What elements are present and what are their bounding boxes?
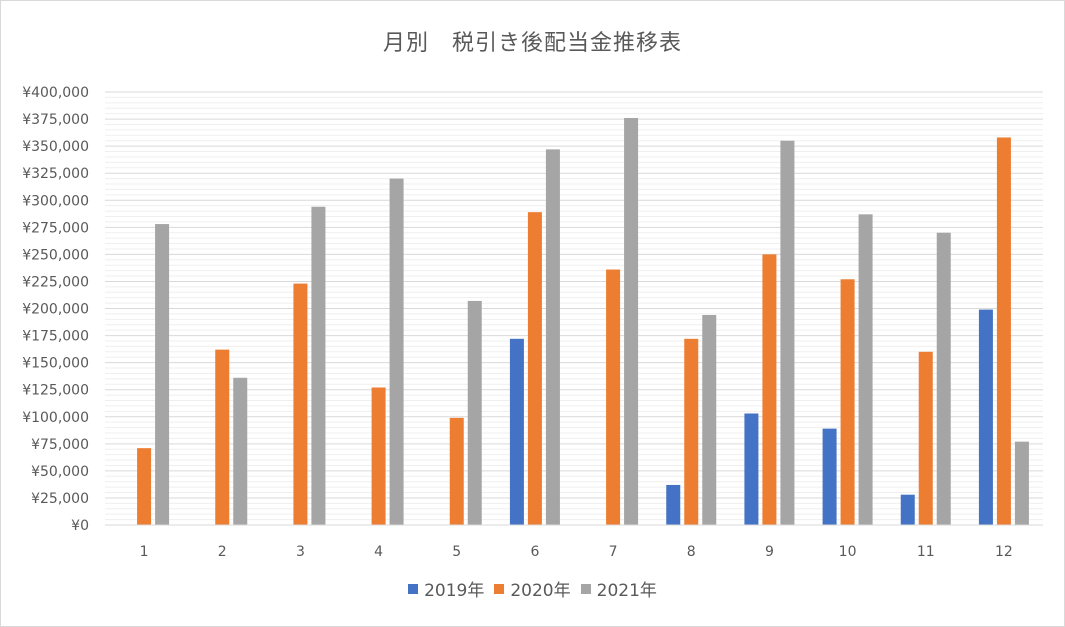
- x-tick-label: 5: [452, 544, 461, 560]
- bar-2019年-11: [900, 494, 915, 525]
- bar-2021年-12: [1014, 441, 1029, 525]
- bars: [137, 117, 1029, 525]
- bar-2020年-4: [371, 387, 386, 525]
- bar-2019年-9: [744, 413, 759, 525]
- y-tick-label: ¥150,000: [22, 356, 89, 372]
- bar-2019年-8: [666, 484, 681, 525]
- y-tick-label: ¥250,000: [22, 247, 89, 263]
- legend-label: 2020年: [510, 581, 571, 601]
- bar-2021年-9: [780, 140, 795, 525]
- bar-2020年-1: [137, 448, 152, 525]
- legend-item: 2020年: [494, 576, 571, 601]
- gridlines: [105, 91, 1043, 526]
- legend-swatch: [408, 583, 419, 594]
- x-tick-label: 11: [917, 544, 935, 560]
- y-tick-label: ¥125,000: [22, 383, 89, 399]
- bar-2021年-8: [702, 314, 717, 525]
- y-tick-label: ¥275,000: [22, 220, 89, 236]
- x-tick-label: 3: [296, 544, 305, 560]
- x-tick-label: 6: [530, 544, 539, 560]
- bar-2020年-10: [840, 279, 855, 525]
- bar-2021年-2: [233, 377, 248, 525]
- bar-2021年-7: [624, 117, 639, 525]
- y-tick-label: ¥175,000: [22, 329, 89, 345]
- x-tick-label: 9: [765, 544, 774, 560]
- y-tick-label: ¥25,000: [31, 491, 89, 507]
- x-tick-label: 2: [218, 544, 227, 560]
- y-tick-label: ¥75,000: [31, 437, 89, 453]
- legend-swatch: [580, 583, 591, 594]
- y-tick-label: ¥300,000: [22, 193, 89, 209]
- bar-2021年-11: [936, 232, 951, 525]
- y-tick-label: ¥225,000: [22, 274, 89, 290]
- bar-2019年-6: [509, 338, 524, 525]
- x-tick-label: 10: [839, 544, 857, 560]
- chart-title: 月別 税引き後配当金推移表: [382, 31, 682, 56]
- y-tick-label: ¥400,000: [22, 85, 89, 101]
- bar-2021年-1: [155, 224, 170, 525]
- bar-2021年-3: [311, 206, 326, 525]
- bar-2021年-6: [545, 149, 560, 525]
- y-tick-label: ¥350,000: [22, 139, 89, 155]
- y-tick-label: ¥50,000: [31, 464, 89, 480]
- bar-2020年-9: [762, 254, 777, 525]
- x-tick-label: 7: [609, 544, 618, 560]
- bar-2021年-4: [389, 178, 404, 525]
- bar-2019年-10: [822, 428, 837, 525]
- legend-label: 2019年: [424, 581, 485, 601]
- bar-2019年-12: [978, 309, 993, 525]
- bar-2020年-6: [527, 212, 542, 525]
- y-axis: ¥0 ¥25,000 ¥50,000 ¥75,000 ¥100,000 ¥125,000 ¥…: [22, 85, 89, 534]
- x-tick-label: 1: [140, 544, 149, 560]
- legend-item: 2021年: [580, 576, 657, 601]
- x-tick-label: 8: [687, 544, 696, 560]
- legend-label: 2021年: [596, 581, 657, 601]
- bar-2020年-2: [215, 349, 230, 525]
- legend: 2019年 2020年 2021年: [1, 576, 1064, 601]
- y-tick-label: ¥325,000: [22, 166, 89, 182]
- bar-2020年-8: [684, 338, 699, 525]
- y-tick-label: ¥0: [71, 518, 89, 534]
- bar-2020年-12: [996, 137, 1011, 525]
- y-tick-label: ¥100,000: [22, 410, 89, 426]
- legend-item: 2019年: [408, 576, 484, 601]
- legend-swatch: [494, 583, 505, 594]
- bar-2020年-3: [293, 283, 308, 525]
- x-tick-label: 12: [995, 544, 1013, 560]
- x-axis: 1 2 3 4 5 6 7 8 9 10 11 12: [105, 524, 1043, 560]
- x-tick-label: 4: [374, 544, 383, 560]
- y-tick-label: ¥375,000: [22, 112, 89, 128]
- bar-2020年-11: [918, 351, 933, 525]
- bar-2020年-7: [606, 269, 621, 525]
- bar-2021年-10: [858, 214, 873, 525]
- y-tick-label: ¥200,000: [22, 302, 89, 318]
- bar-2021年-5: [467, 300, 482, 525]
- bar-2020年-5: [449, 417, 464, 525]
